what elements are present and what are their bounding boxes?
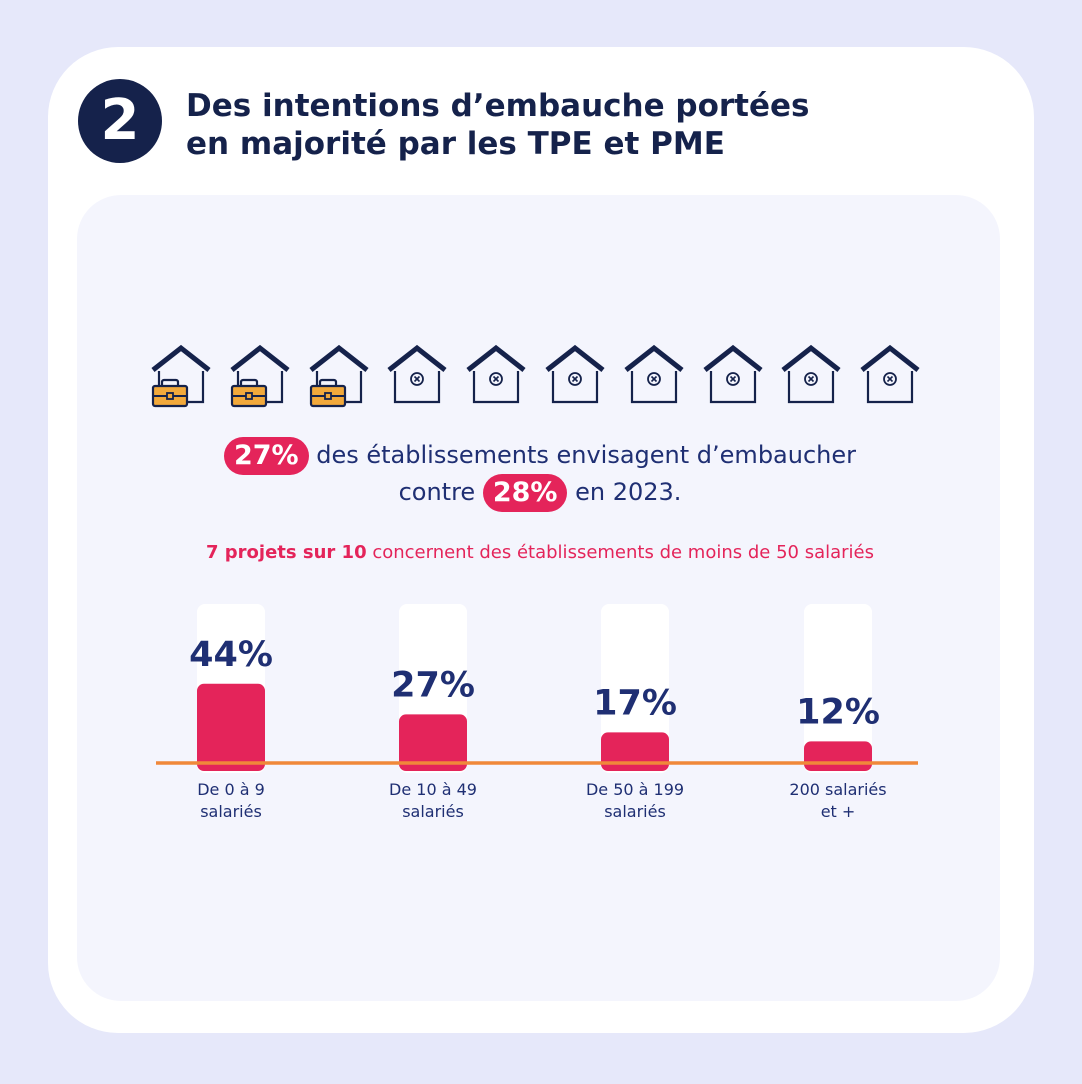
page-title: Des intentions d’embauche portées en maj… <box>186 87 946 163</box>
stat-line-1: 27% des établissements envisagent d’emba… <box>100 437 980 475</box>
house-x-icon <box>387 344 447 404</box>
stat-line-2: contre 28% en 2023. <box>100 474 980 512</box>
house-briefcase-icon <box>309 344 369 408</box>
bar <box>601 732 669 771</box>
stat-pill-2023: 28% <box>482 474 568 512</box>
category-label: De 50 à 199 <box>586 780 684 799</box>
stat-pill-2024: 27% <box>223 437 309 475</box>
content-panel <box>77 195 1000 1001</box>
stat-text-1: des établissements envisagent d’embauche… <box>308 441 857 469</box>
section-number-badge: 2 <box>78 79 162 163</box>
subtitle-rest: concernent des établissements de moins d… <box>366 542 874 563</box>
house-x-icon <box>703 344 763 404</box>
category-label: salariés <box>402 802 464 821</box>
bar-value-label: 27% <box>391 665 475 705</box>
house-briefcase-icon <box>151 344 211 408</box>
bar <box>804 741 872 771</box>
house-x-icon <box>781 344 841 404</box>
category-label: et + <box>821 802 856 821</box>
bar <box>399 714 467 771</box>
bar-value-label: 44% <box>189 635 273 675</box>
stat-text-2-suffix: en 2023. <box>567 478 682 506</box>
title-line-2: en majorité par les TPE et PME <box>186 126 725 162</box>
house-x-icon <box>624 344 684 404</box>
category-label: salariés <box>604 802 666 821</box>
category-label: salariés <box>200 802 262 821</box>
bar-track <box>601 604 669 773</box>
house-x-icon <box>466 344 526 404</box>
stat-text-2-prefix: contre <box>398 478 483 506</box>
category-label: De 10 à 49 <box>389 780 477 799</box>
house-x-icon <box>860 344 920 404</box>
bar-track <box>804 604 872 773</box>
house-x-icon <box>545 344 605 404</box>
establishment-icons-row <box>150 344 930 414</box>
bar <box>197 683 265 771</box>
bar-value-label: 17% <box>593 683 677 723</box>
subtitle: 7 projets sur 10 concernent des établiss… <box>100 542 980 563</box>
category-label: De 0 à 9 <box>197 780 265 799</box>
house-briefcase-icon <box>230 344 290 408</box>
title-line-1: Des intentions d’embauche portées <box>186 88 810 124</box>
subtitle-bold: 7 projets sur 10 <box>206 542 367 563</box>
category-label: 200 salariés <box>789 780 886 799</box>
bar-value-label: 12% <box>796 692 880 732</box>
